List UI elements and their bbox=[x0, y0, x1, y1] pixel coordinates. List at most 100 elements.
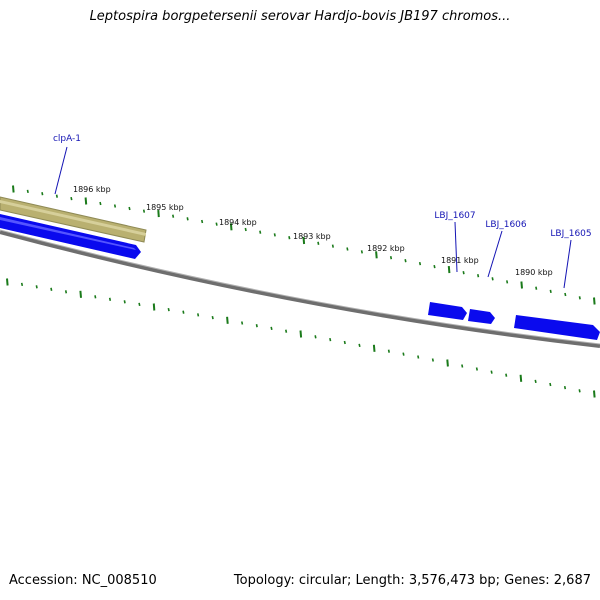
outer-track-minor-tick bbox=[55, 194, 58, 198]
outer-track-minor-tick bbox=[201, 219, 204, 224]
inner-track-major-tick bbox=[446, 359, 449, 367]
inner-track-minor-tick bbox=[182, 310, 185, 314]
outer-track-minor-tick bbox=[535, 286, 538, 290]
outer-track-major-tick bbox=[302, 236, 306, 245]
accession-text: Accession: NC_008510 bbox=[9, 573, 157, 588]
outer-track-minor-tick bbox=[259, 230, 262, 234]
inner-track-major-tick bbox=[6, 278, 9, 286]
inner-track-minor-tick bbox=[35, 285, 38, 289]
inner-track-minor-tick bbox=[431, 358, 434, 362]
gene-label-LBJ_1605[interactable]: LBJ_1605 bbox=[550, 229, 591, 239]
inner-track-minor-tick bbox=[285, 329, 288, 333]
gene-LBJ_1605-leader bbox=[563, 239, 572, 289]
outer-track-minor-tick bbox=[128, 206, 131, 211]
gene-label-clpA-1[interactable]: clpA-1 bbox=[53, 134, 81, 144]
inner-track-minor-tick bbox=[461, 364, 464, 368]
inner-track-minor-tick bbox=[241, 321, 244, 325]
inner-track-minor-tick bbox=[167, 307, 170, 312]
inner-track-minor-tick bbox=[20, 282, 24, 287]
inner-track-minor-tick bbox=[402, 352, 405, 356]
outer-track-minor-tick bbox=[172, 214, 175, 218]
gene-label-LBJ_1607[interactable]: LBJ_1607 bbox=[434, 211, 475, 221]
outer-track-minor-tick bbox=[113, 204, 117, 208]
inner-track-minor-tick bbox=[270, 326, 273, 331]
outer-track-minor-tick bbox=[317, 241, 320, 245]
outer-track-major-tick bbox=[12, 185, 15, 193]
outer-track-minor-tick bbox=[418, 261, 422, 266]
inner-track-minor-tick bbox=[123, 300, 126, 304]
outer-track-minor-tick bbox=[389, 256, 393, 260]
gene-LBJ_1605-arrow[interactable] bbox=[514, 315, 600, 340]
chromosome-backbone bbox=[0, 230, 600, 348]
inner-track-minor-tick bbox=[563, 385, 567, 390]
inner-track-minor-tick bbox=[505, 373, 508, 377]
scale-label-1893: 1893 kbp bbox=[293, 232, 331, 241]
outer-tick-track bbox=[12, 185, 596, 305]
inner-track-major-tick bbox=[226, 316, 229, 324]
inner-track-major-tick bbox=[372, 344, 376, 352]
gene-clpA-1-highlight-shine bbox=[0, 200, 146, 236]
inner-track-minor-tick bbox=[387, 349, 390, 353]
inner-track-minor-tick bbox=[314, 335, 317, 339]
outer-track-minor-tick bbox=[70, 196, 73, 201]
inner-track-major-tick bbox=[79, 290, 82, 298]
inner-track-minor-tick bbox=[138, 302, 141, 307]
outer-track-minor-tick bbox=[578, 296, 581, 300]
inner-track-major-tick bbox=[299, 330, 303, 338]
gene-clpA-1-arrow-shine bbox=[0, 217, 136, 250]
outer-track-minor-tick bbox=[288, 236, 291, 240]
gene-LBJ_1607-arrow[interactable] bbox=[428, 302, 467, 320]
outer-track-minor-tick bbox=[491, 277, 494, 281]
inner-track-minor-tick bbox=[358, 343, 361, 348]
outer-track-minor-tick bbox=[404, 259, 407, 263]
inner-track-minor-tick bbox=[50, 287, 53, 291]
outer-track-major-tick bbox=[229, 223, 233, 231]
outer-track-major-tick bbox=[447, 266, 451, 274]
scale-label-1892: 1892 kbp bbox=[367, 244, 405, 253]
inner-track-major-tick bbox=[593, 390, 596, 398]
scale-label-1894: 1894 kbp bbox=[219, 218, 257, 227]
inner-track-major-tick bbox=[519, 374, 523, 382]
outer-track-minor-tick bbox=[477, 274, 480, 278]
scale-label-1896: 1896 kbp bbox=[73, 185, 111, 194]
outer-track-minor-tick bbox=[506, 280, 509, 284]
gene-LBJ_1606-leader bbox=[487, 230, 503, 278]
inner-track-major-tick bbox=[152, 303, 156, 311]
outer-track-minor-tick bbox=[433, 264, 436, 269]
scale-label-1891: 1891 kbp bbox=[441, 256, 479, 265]
inner-track-minor-tick bbox=[549, 382, 552, 387]
gene-LBJ_1606-arrow[interactable] bbox=[468, 309, 495, 324]
scale-label-1895: 1895 kbp bbox=[146, 203, 184, 212]
outer-track-minor-tick bbox=[142, 209, 146, 213]
inner-track-minor-tick bbox=[329, 337, 332, 342]
scale-label-1890: 1890 kbp bbox=[515, 268, 553, 277]
outer-track-minor-tick bbox=[331, 244, 334, 248]
inner-track-minor-tick bbox=[211, 315, 214, 320]
outer-track-minor-tick bbox=[346, 247, 349, 251]
inner-track-minor-tick bbox=[64, 290, 68, 294]
inner-track-minor-tick bbox=[108, 297, 112, 301]
gene-label-LBJ_1606[interactable]: LBJ_1606 bbox=[485, 220, 527, 230]
outer-track-major-tick bbox=[593, 297, 596, 305]
inner-track-minor-tick bbox=[417, 355, 420, 359]
outer-track-minor-tick bbox=[273, 233, 276, 237]
outer-track-minor-tick bbox=[549, 289, 552, 294]
inner-track-minor-tick bbox=[343, 340, 346, 345]
outer-track-minor-tick bbox=[186, 217, 189, 221]
chromosome-backbone-shine bbox=[0, 229, 600, 345]
inner-track-minor-tick bbox=[255, 324, 258, 328]
inner-track-minor-tick bbox=[490, 370, 493, 374]
outer-track-major-tick bbox=[157, 210, 160, 218]
inner-track-minor-tick bbox=[534, 379, 537, 384]
gene-clpA-1-leader bbox=[54, 146, 68, 195]
outer-track-minor-tick bbox=[99, 201, 102, 206]
inner-track-minor-tick bbox=[197, 313, 200, 317]
inner-tick-track bbox=[6, 278, 596, 398]
outer-track-minor-tick bbox=[26, 189, 29, 194]
genome-summary-text: Topology: circular; Length: 3,576,473 bp… bbox=[233, 573, 591, 588]
inner-track-minor-tick bbox=[94, 295, 97, 299]
outer-track-minor-tick bbox=[41, 192, 44, 196]
outer-track-minor-tick bbox=[564, 292, 567, 297]
